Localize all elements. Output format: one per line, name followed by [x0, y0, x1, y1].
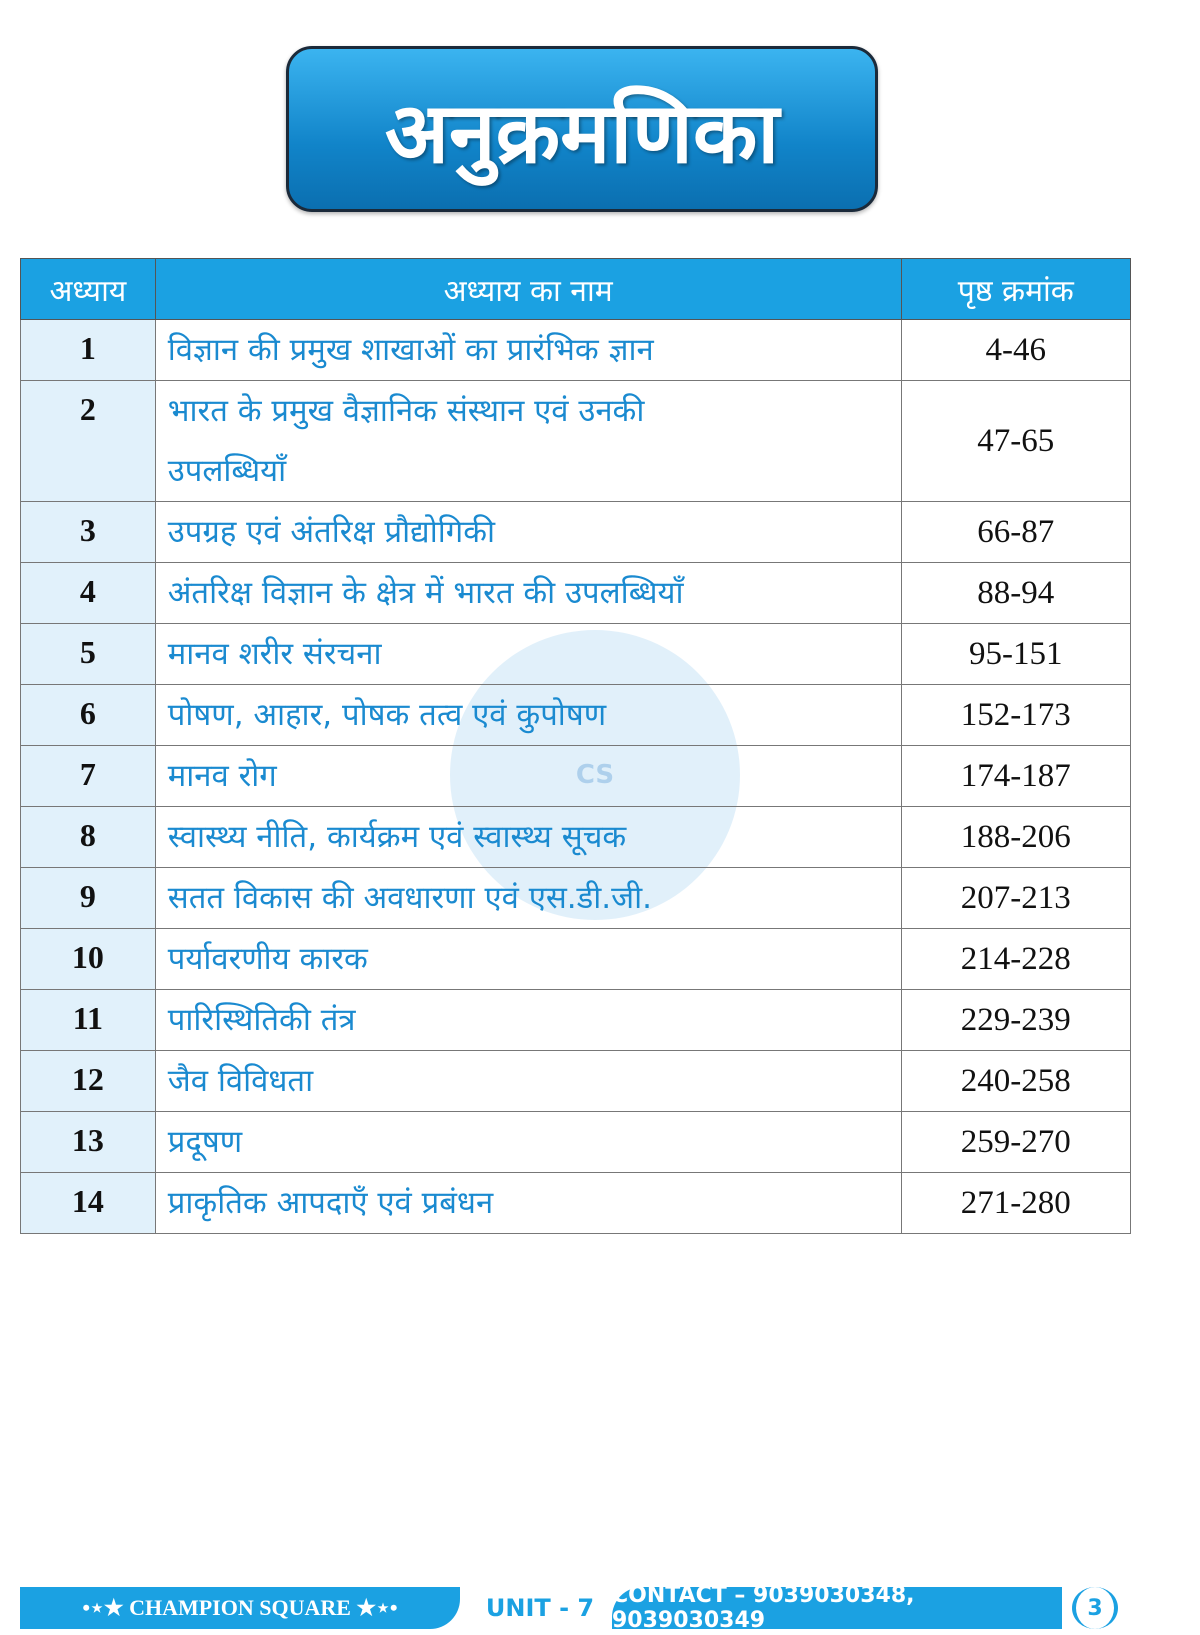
table-row: 6 पोषण, आहार, पोषक तत्व एवं कुपोषण 152-173 — [20, 684, 1132, 746]
chapter-name: मानव रोग — [154, 745, 902, 807]
chapter-name: प्रदूषण — [154, 1111, 902, 1173]
footer-brand: •⋆★ CHAMPION SQUARE ★⋆• — [20, 1587, 460, 1629]
footer: •⋆★ CHAMPION SQUARE ★⋆• UNIT - 7 CONTACT… — [0, 1583, 1200, 1633]
chapter-number: 1 — [20, 319, 156, 381]
chapter-number: 5 — [20, 623, 156, 685]
header-pages: पृष्ठ क्रमांक — [900, 258, 1132, 320]
page-range: 95-151 — [900, 623, 1132, 685]
table-row: 11 पारिस्थितिकी तंत्र 229-239 — [20, 989, 1132, 1051]
chapter-number: 8 — [20, 806, 156, 868]
title-banner: अनुक्रमणिका — [286, 46, 878, 212]
chapter-name: पोषण, आहार, पोषक तत्व एवं कुपोषण — [154, 684, 902, 746]
table-row: 3 उपग्रह एवं अंतरिक्ष प्रौद्योगिकी 66-87 — [20, 501, 1132, 563]
chapter-name: पर्यावरणीय कारक — [154, 928, 902, 990]
page-range: 271-280 — [900, 1172, 1132, 1234]
chapter-name: स्वास्थ्य नीति, कार्यक्रम एवं स्वास्थ्य … — [154, 806, 902, 868]
header-chapter: अध्याय — [20, 258, 156, 320]
chapter-number: 4 — [20, 562, 156, 624]
footer-contact: CONTACT – 9039030348, 9039030349 — [612, 1583, 1062, 1633]
page-range: 214-228 — [900, 928, 1132, 990]
page-range: 229-239 — [900, 989, 1132, 1051]
chapter-name: सतत विकास की अवधारणा एवं एस.डी.जी. — [154, 867, 902, 929]
table-row: 1 विज्ञान की प्रमुख शाखाओं का प्रारंभिक ज… — [20, 319, 1132, 381]
chapter-name: पारिस्थितिकी तंत्र — [154, 989, 902, 1051]
chapter-number: 2 — [20, 380, 156, 502]
page-range: 259-270 — [900, 1111, 1132, 1173]
table-row: 13 प्रदूषण 259-270 — [20, 1111, 1132, 1173]
page-number: 3 — [1072, 1587, 1118, 1629]
chapter-number: 11 — [20, 989, 156, 1051]
footer-unit: UNIT - 7 — [485, 1594, 595, 1622]
table-row: 12 जैव विविधता 240-258 — [20, 1050, 1132, 1112]
chapter-name: मानव शरीर संरचना — [154, 623, 902, 685]
chapter-name: प्राकृतिक आपदाएँ एवं प्रबंधन — [154, 1172, 902, 1234]
table-header: अध्याय अध्याय का नाम पृष्ठ क्रमांक — [20, 258, 1132, 320]
chapter-name: उपग्रह एवं अंतरिक्ष प्रौद्योगिकी — [154, 501, 902, 563]
table-row: 8 स्वास्थ्य नीति, कार्यक्रम एवं स्वास्थ्य… — [20, 806, 1132, 868]
page-title: अनुक्रमणिका — [384, 83, 780, 182]
table-row: 10 पर्यावरणीय कारक 214-228 — [20, 928, 1132, 990]
chapter-number: 12 — [20, 1050, 156, 1112]
page-range: 88-94 — [900, 562, 1132, 624]
chapter-name: भारत के प्रमुख वैज्ञानिक संस्थान एवं उनक… — [154, 380, 902, 502]
chapter-number: 13 — [20, 1111, 156, 1173]
page-range: 188-206 — [900, 806, 1132, 868]
table-row: 4 अंतरिक्ष विज्ञान के क्षेत्र में भारत की… — [20, 562, 1132, 624]
chapter-number: 7 — [20, 745, 156, 807]
chapter-name: विज्ञान की प्रमुख शाखाओं का प्रारंभिक ज्… — [154, 319, 902, 381]
page-range: 240-258 — [900, 1050, 1132, 1112]
page-range: 174-187 — [900, 745, 1132, 807]
chapter-number: 6 — [20, 684, 156, 746]
chapter-name: अंतरिक्ष विज्ञान के क्षेत्र में भारत की … — [154, 562, 902, 624]
contents-table: अध्याय अध्याय का नाम पृष्ठ क्रमांक 1 विज्… — [20, 258, 1132, 1234]
page-range: 152-173 — [900, 684, 1132, 746]
table-row: 9 सतत विकास की अवधारणा एवं एस.डी.जी. 207-2… — [20, 867, 1132, 929]
chapter-number: 14 — [20, 1172, 156, 1234]
chapter-number: 3 — [20, 501, 156, 563]
chapter-number: 10 — [20, 928, 156, 990]
table-row: 14 प्राकृतिक आपदाएँ एवं प्रबंधन 271-280 — [20, 1172, 1132, 1234]
chapter-number: 9 — [20, 867, 156, 929]
page-range: 207-213 — [900, 867, 1132, 929]
chapter-name: जैव विविधता — [154, 1050, 902, 1112]
table-row: 5 मानव शरीर संरचना 95-151 — [20, 623, 1132, 685]
page-range: 66-87 — [900, 501, 1132, 563]
header-name: अध्याय का नाम — [154, 258, 902, 320]
page-range: 47-65 — [900, 380, 1132, 502]
table-row: 2 भारत के प्रमुख वैज्ञानिक संस्थान एवं उन… — [20, 380, 1132, 502]
page-range: 4-46 — [900, 319, 1132, 381]
table-row: 7 मानव रोग 174-187 — [20, 745, 1132, 807]
